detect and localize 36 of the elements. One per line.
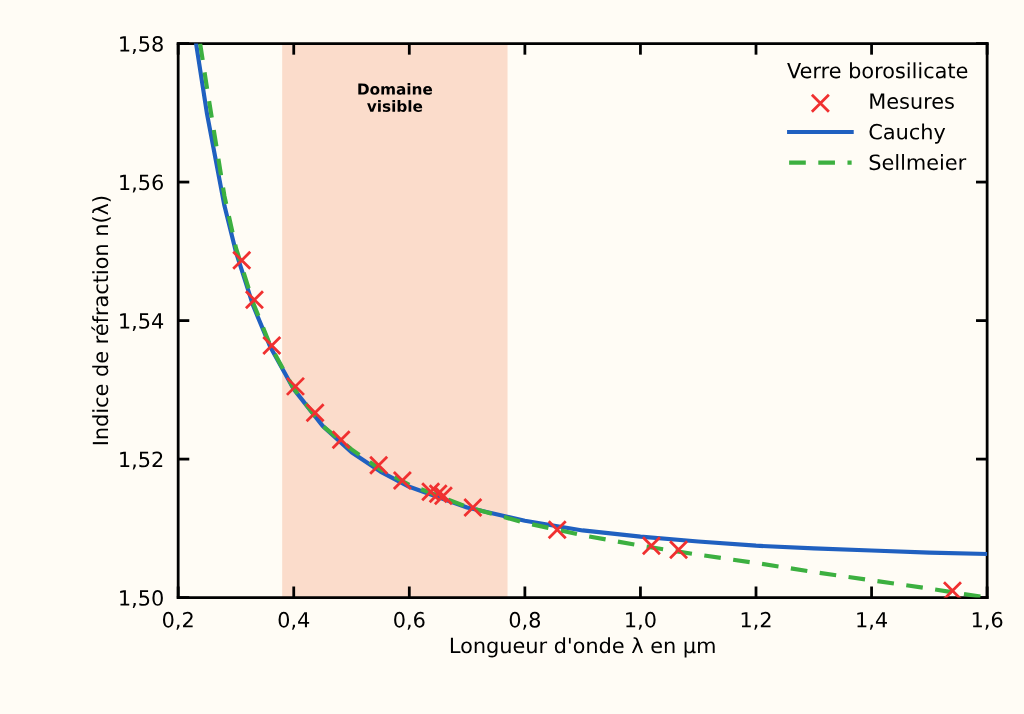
y-tick-label: 1,54 xyxy=(120,313,164,331)
point xyxy=(668,539,689,560)
point xyxy=(428,483,449,504)
x-axis-title: Longueur d'onde λ en µm xyxy=(450,637,715,658)
y-tick-label: 1,50 xyxy=(120,590,163,608)
point xyxy=(433,485,454,506)
x-tick-label: 0,8 xyxy=(509,611,541,630)
x-tick-label: 0,6 xyxy=(394,611,425,630)
point xyxy=(392,470,413,491)
legend-label: Cauchy xyxy=(869,123,946,144)
point xyxy=(641,535,662,556)
band-label: Domaine visible xyxy=(358,83,433,112)
point xyxy=(942,580,963,598)
legend-label: Sellmeier xyxy=(869,154,967,171)
y-axis-title: Indice de réfraction n(λ) xyxy=(91,196,111,445)
point xyxy=(285,376,306,397)
y-tick-label: 1,56 xyxy=(120,174,163,193)
x-tick-label: 1,6 xyxy=(972,611,1003,630)
point xyxy=(420,481,441,502)
point xyxy=(244,289,265,310)
point xyxy=(368,455,389,476)
y-tick-label: 1,52 xyxy=(120,451,163,470)
x-tick-label: 1,4 xyxy=(857,612,887,630)
x-tick-label: 0,2 xyxy=(162,611,193,630)
point xyxy=(261,335,282,356)
x-tick-label: 1,2 xyxy=(741,611,771,630)
point xyxy=(462,497,483,518)
point xyxy=(331,429,352,450)
point xyxy=(547,519,568,540)
legend-title: Verre borosilicate xyxy=(787,62,968,79)
y-tick-label: 1,58 xyxy=(120,36,163,54)
legend-label: Mesures xyxy=(870,93,954,110)
point xyxy=(231,250,252,271)
x-tick-label: 1,0 xyxy=(626,611,656,630)
x-tick-label: 0,4 xyxy=(278,611,310,630)
point xyxy=(305,402,326,423)
